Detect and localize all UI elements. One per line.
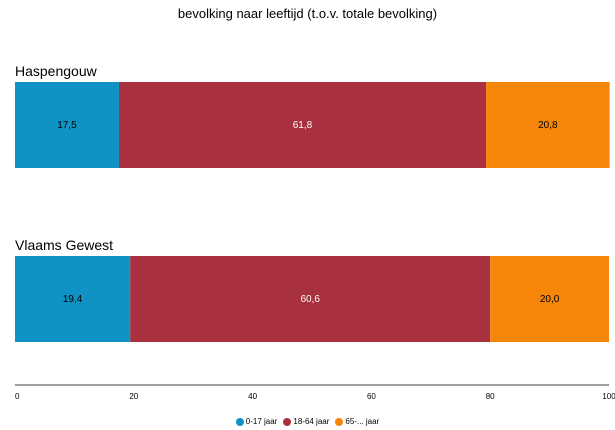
data-label: 20,0 bbox=[540, 294, 560, 305]
x-tick-label: 40 bbox=[248, 392, 257, 401]
legend-swatch bbox=[235, 417, 244, 426]
bar-segment bbox=[118, 82, 487, 168]
x-tick-label: 60 bbox=[367, 392, 376, 401]
legend-label: 0-17 jaar bbox=[245, 417, 278, 426]
legend-swatch bbox=[283, 417, 292, 426]
legend-item: 18-64 jaar bbox=[283, 417, 329, 426]
legend-label: 18-64 jaar bbox=[293, 417, 330, 426]
data-label: 19,4 bbox=[63, 294, 83, 305]
x-tick-label: 80 bbox=[486, 392, 495, 401]
legend-item: 65-... jaar bbox=[335, 417, 379, 426]
legend-label: 65-... jaar bbox=[345, 417, 380, 426]
bar-segment bbox=[15, 256, 131, 342]
bar-segment bbox=[490, 256, 609, 342]
legend-swatch bbox=[335, 417, 344, 426]
bar-segment bbox=[486, 82, 610, 168]
data-label: 60,6 bbox=[300, 294, 320, 305]
legend: 0-17 jaar 18-64 jaar 65-... jaar bbox=[0, 417, 615, 426]
bar-segment bbox=[130, 256, 491, 342]
category-label: Vlaams Gewest bbox=[15, 237, 113, 253]
x-tick-label: 20 bbox=[129, 392, 138, 401]
x-tick-label: 100 bbox=[602, 392, 615, 401]
chart-title: bevolking naar leeftijd (t.o.v. totale b… bbox=[177, 6, 438, 21]
legend-item: 0-17 jaar bbox=[235, 417, 278, 426]
x-tick-label: 0 bbox=[15, 392, 20, 401]
bar-segment bbox=[15, 82, 119, 168]
data-label: 17,5 bbox=[57, 120, 77, 131]
category-label: Haspengouw bbox=[15, 63, 98, 79]
data-label: 61,8 bbox=[293, 120, 313, 131]
data-label: 20,8 bbox=[538, 120, 558, 131]
